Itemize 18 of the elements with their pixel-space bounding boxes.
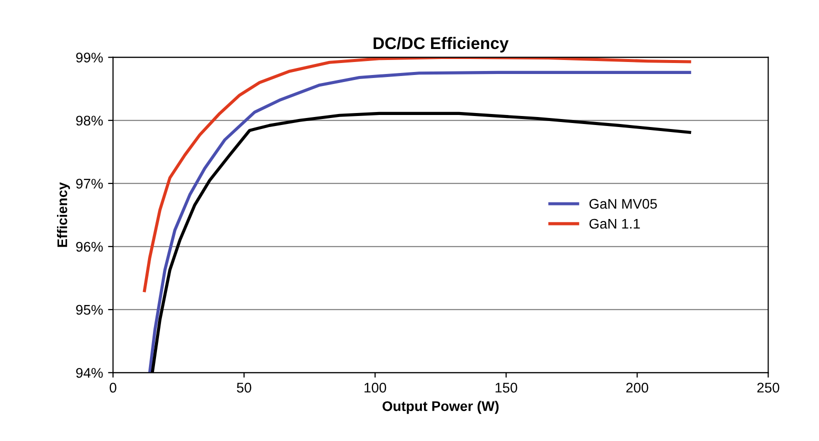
y-tick-label: 98% [76,116,103,126]
x-tick-label: 50 [236,382,252,393]
x-tick-label: 150 [496,382,518,393]
y-tick-label: 99% [76,52,103,62]
x-tick-label: 0 [110,382,116,393]
y-tick-label: 97% [76,178,103,189]
y-tick-label: 96% [76,242,103,252]
y-tick-label: 95% [76,304,103,315]
x-tick-label: 100 [364,382,386,393]
x-axis-title: Output Power (W) [382,400,499,414]
chart-title: DC/DC Efficiency [374,36,509,52]
y-tick-label: 94% [76,368,103,378]
legend-label: GaN 1.1 [589,218,640,229]
y-axis-title: Efficiency [57,182,70,247]
x-tick-label: 250 [757,382,780,393]
line-series [142,57,692,292]
legend-label: GaN MV05 [589,198,657,209]
x-tick-label: 200 [626,382,648,393]
